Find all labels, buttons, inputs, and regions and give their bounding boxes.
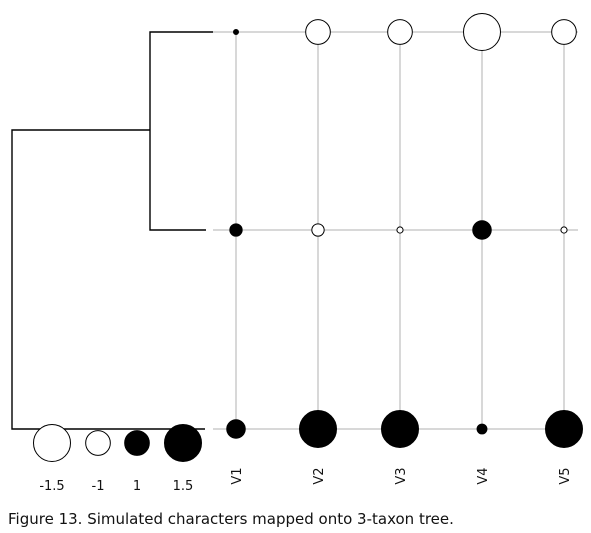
tree-root-branch [11,129,205,430]
value-bubble [551,19,577,45]
value-bubble [311,223,325,237]
value-bubble [381,410,419,448]
value-bubble [299,410,337,448]
variable-label: V5 [558,467,573,484]
value-bubbles [226,13,583,448]
legend-label: -1 [92,479,105,494]
figure-caption: Figure 13. Simulated characters mapped o… [8,510,454,528]
variable-label: V4 [476,467,491,484]
size-legend: -1.5 -1 1 1.5 [33,424,202,494]
value-bubble [396,226,404,234]
legend-label: -1.5 [39,479,64,494]
variable-label: V3 [394,467,409,484]
value-bubble [463,13,501,51]
tree-clade-branch [149,31,213,231]
value-bubble [233,29,239,35]
legend-label: 1.5 [173,479,194,494]
value-bubble [476,423,488,435]
value-bubble [229,223,243,237]
variable-label: V2 [312,467,327,484]
legend-bubble [164,424,202,462]
value-bubble [305,19,331,45]
value-bubble [226,419,246,439]
variable-label: V1 [230,467,245,484]
value-bubble [545,410,583,448]
value-grid [213,31,578,430]
phylogenetic-tree [11,31,213,430]
legend-bubble [85,430,111,456]
legend-bubble [33,424,71,462]
value-bubble [560,226,568,234]
value-bubble [387,19,413,45]
variable-labels: V1 V2 V3 V4 V5 [230,467,573,484]
value-bubble [472,220,492,240]
legend-bubble [124,430,150,456]
legend-label: 1 [133,479,141,494]
